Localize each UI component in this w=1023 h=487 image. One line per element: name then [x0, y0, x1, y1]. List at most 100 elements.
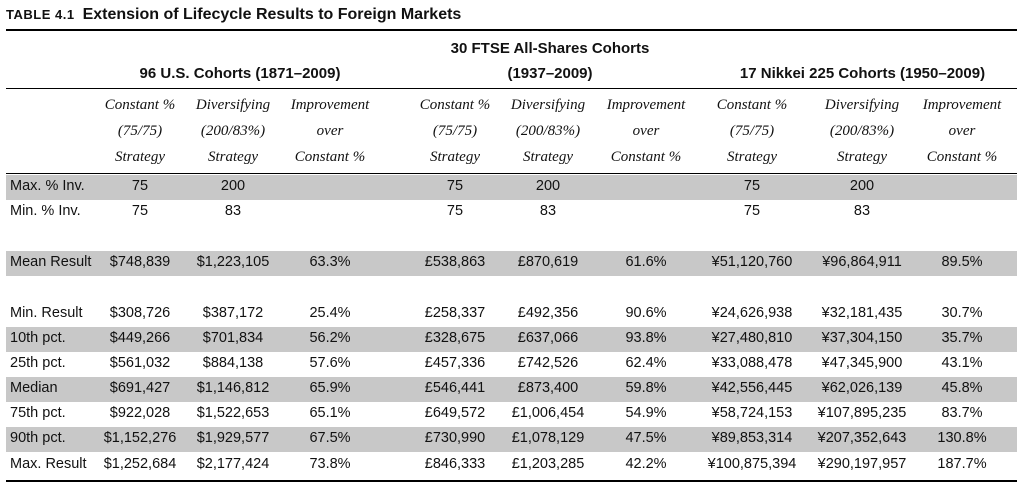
table-cell: £649,572 — [424, 405, 486, 421]
row-label: 75th pct. — [10, 405, 66, 421]
column-subheader-line: Diversifying — [195, 97, 271, 113]
row-label: Max. Result — [10, 456, 87, 472]
table-cell: $308,726 — [109, 305, 171, 321]
column-subheader-line: Improvement — [922, 97, 1002, 113]
table-cell: 30.7% — [941, 305, 983, 321]
table-cell: 75 — [446, 178, 464, 194]
column-subheader: Improvement over Constant % — [914, 92, 1010, 170]
table-number: TABLE 4.1 — [6, 7, 75, 22]
table-cell: 57.6% — [309, 355, 351, 371]
column-subheader-line: Diversifying — [824, 97, 900, 113]
table-cell: 93.8% — [625, 330, 667, 346]
table-cell: £870,619 — [517, 254, 579, 270]
table-cell: 65.9% — [309, 380, 351, 396]
table-cell: ¥47,345,900 — [821, 355, 903, 371]
column-subheader: Diversifying (200/83%) Strategy — [498, 92, 598, 170]
table-cell: 59.8% — [625, 380, 667, 396]
table-cell: ¥58,724,153 — [711, 405, 793, 421]
column-subheader-line: Constant % — [294, 149, 366, 165]
column-subheader-line: Constant % — [716, 97, 788, 113]
table-cell: $701,834 — [202, 330, 264, 346]
column-subheader: Constant % (75/75) Strategy — [407, 92, 503, 170]
column-subheader-line: Strategy — [837, 149, 887, 165]
column-subheader-line: Strategy — [115, 149, 165, 165]
table-cell: 43.1% — [941, 355, 983, 371]
table-cell: $748,839 — [109, 254, 171, 270]
table-cell: 83 — [539, 203, 557, 219]
table-cell: 75 — [446, 203, 464, 219]
table-cell: $561,032 — [109, 355, 171, 371]
row-label: Min. % Inv. — [10, 203, 81, 219]
header-rule — [6, 173, 1017, 174]
table-cell: £258,337 — [424, 305, 486, 321]
table-cell: $387,172 — [202, 305, 264, 321]
table-cell: 83.7% — [941, 405, 983, 421]
table-cell: 75 — [743, 178, 761, 194]
column-subheader-line: (200/83%) — [200, 123, 266, 139]
table-cell: 54.9% — [625, 405, 667, 421]
table-cell: $1,152,276 — [103, 430, 177, 446]
column-subheader-line: over — [316, 123, 344, 139]
row-label: Max. % Inv. — [10, 178, 85, 194]
table-cell: 61.6% — [625, 254, 667, 270]
table-cell: ¥89,853,314 — [711, 430, 793, 446]
bottom-rule — [6, 480, 1017, 482]
table-cell: 90.6% — [625, 305, 667, 321]
table-cell: 63.3% — [309, 254, 351, 270]
table-cell: 200 — [535, 178, 561, 194]
table-title: Extension of Lifecycle Results to Foreig… — [82, 6, 462, 23]
table-cell: $922,028 — [109, 405, 171, 421]
column-subheader-line: Diversifying — [510, 97, 586, 113]
column-subheader-line: Improvement — [290, 97, 370, 113]
row-shading — [6, 327, 1017, 352]
table-cell: $1,252,684 — [103, 456, 177, 472]
column-subheader-line: over — [948, 123, 976, 139]
table-cell: ¥24,626,938 — [711, 305, 793, 321]
table-cell: £742,526 — [517, 355, 579, 371]
row-label: 25th pct. — [10, 355, 66, 371]
table-cell: 75 — [743, 203, 761, 219]
table-cell: 83 — [224, 203, 242, 219]
group-header-nikkei: 17 Nikkei 225 Cohorts (1950–2009) — [739, 65, 986, 82]
row-label: 90th pct. — [10, 430, 66, 446]
row-label: Mean Result — [10, 254, 92, 270]
table-cell: £730,990 — [424, 430, 486, 446]
row-label: Median — [10, 380, 58, 396]
table-cell: $449,266 — [109, 330, 171, 346]
row-shading — [6, 427, 1017, 452]
table-cell: 75 — [131, 203, 149, 219]
table-cell: £328,675 — [424, 330, 486, 346]
table-cell: 89.5% — [941, 254, 983, 270]
table-cell: ¥100,875,394 — [707, 456, 797, 472]
column-subheader-line: over — [632, 123, 660, 139]
group-header-ftse-label: 30 FTSE All-Shares Cohorts (1937–2009) — [450, 40, 650, 82]
row-label: 10th pct. — [10, 330, 66, 346]
table-cell: 67.5% — [309, 430, 351, 446]
group-header-ftse: 30 FTSE All-Shares Cohorts (1937–2009) — [400, 36, 700, 86]
table-cell: ¥96,864,911 — [822, 254, 902, 270]
column-subheader-line: Improvement — [606, 97, 686, 113]
column-subheader: Improvement over Constant % — [280, 92, 380, 170]
table-cell: ¥32,181,435 — [821, 305, 903, 321]
row-label: Min. Result — [10, 305, 83, 321]
column-subheader-line: (75/75) — [729, 123, 775, 139]
table-cell: £457,336 — [424, 355, 486, 371]
table-cell: ¥207,352,643 — [817, 430, 907, 446]
column-subheader: Diversifying (200/83%) Strategy — [802, 92, 922, 170]
table-cell: £637,066 — [517, 330, 579, 346]
table-cell: ¥37,304,150 — [821, 330, 903, 346]
table-cell: 62.4% — [625, 355, 667, 371]
column-subheader: Constant % (75/75) Strategy — [697, 92, 807, 170]
table-cell: ¥33,088,478 — [711, 355, 793, 371]
row-shading — [6, 175, 1017, 200]
table-cell: $1,223,105 — [196, 254, 270, 270]
column-subheader: Constant % (75/75) Strategy — [90, 92, 190, 170]
group-header-us: 96 U.S. Cohorts (1871–2009) — [139, 65, 341, 82]
table-cell: 25.4% — [309, 305, 351, 321]
group-rule — [6, 88, 1017, 89]
table-cell: ¥42,556,445 — [711, 380, 793, 396]
column-subheader-line: Strategy — [208, 149, 258, 165]
table-cell: $691,427 — [109, 380, 171, 396]
table-cell: ¥51,120,760 — [711, 254, 793, 270]
table-cell: 47.5% — [625, 430, 667, 446]
